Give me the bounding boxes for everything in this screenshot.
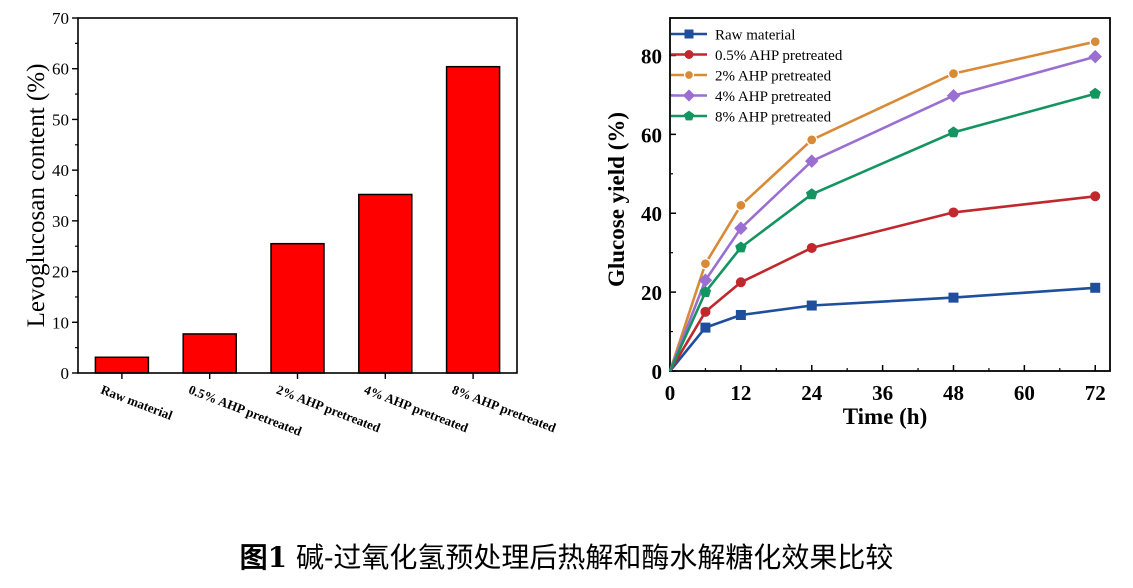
legend: Raw material 0.5% AHP pretreated 2% AHP pr… bbox=[671, 28, 843, 126]
legend-marker-4 bbox=[683, 110, 695, 121]
x-tick-label: 12 bbox=[730, 381, 751, 405]
data-point-0-2 bbox=[735, 309, 746, 320]
data-point-2-3 bbox=[806, 134, 818, 146]
series-1 bbox=[668, 191, 1101, 372]
data-point-3-2 bbox=[734, 221, 748, 235]
figure-caption: 图1 碱-过氧化氢预处理后热解和酶水解糖化效果比较 bbox=[0, 536, 1133, 576]
y-tick-label: 0 bbox=[652, 360, 663, 384]
legend-label-2: 2% AHP pretreated bbox=[715, 69, 832, 85]
y-tick-label: 70 bbox=[52, 9, 69, 28]
data-point-3-4 bbox=[946, 88, 961, 103]
data-point-2-5 bbox=[1089, 36, 1101, 48]
data-point-2-1 bbox=[699, 258, 712, 270]
bar-2 bbox=[270, 242, 325, 374]
y-axis-label: Glucose yield (%) bbox=[604, 112, 629, 287]
data-point-4-5 bbox=[1089, 87, 1101, 99]
x-axis-label: Time (h) bbox=[843, 404, 928, 429]
series-line-0 bbox=[668, 286, 1096, 372]
data-point-0-1 bbox=[700, 322, 711, 333]
data-point-2-4 bbox=[947, 67, 960, 80]
x-tick-label: 60 bbox=[1014, 381, 1035, 405]
bar-3 bbox=[358, 193, 413, 374]
x-tick-label: 24 bbox=[801, 381, 823, 405]
data-point-1-2 bbox=[735, 277, 746, 288]
data-point-1-5 bbox=[1090, 191, 1101, 202]
series-line-1 bbox=[668, 195, 1096, 372]
series-4 bbox=[668, 87, 1101, 372]
bar-0 bbox=[94, 356, 150, 374]
data-point-3-3 bbox=[804, 154, 819, 168]
series-line-2 bbox=[668, 40, 1096, 372]
y-tick-label: 80 bbox=[641, 44, 662, 68]
y-tick-label: 0 bbox=[61, 364, 70, 383]
data-point-0-5 bbox=[1090, 282, 1101, 293]
data-point-2-2 bbox=[735, 199, 747, 211]
y-tick-label: 10 bbox=[52, 313, 69, 332]
data-point-3-1 bbox=[698, 273, 713, 288]
series-3 bbox=[668, 49, 1102, 372]
y-axis-label: Levoglucosan content (%) bbox=[23, 64, 50, 328]
legend-marker-2 bbox=[683, 69, 695, 81]
data-point-1-1 bbox=[700, 306, 711, 317]
legend-label-1: 0.5% AHP pretreated bbox=[715, 48, 843, 64]
caption-text: 碱-过氧化氢预处理后热解和酶水解糖化效果比较 bbox=[287, 541, 894, 574]
y-tick-label: 60 bbox=[52, 60, 69, 79]
data-point-3-5 bbox=[1088, 49, 1102, 64]
series-line-4 bbox=[668, 92, 1096, 372]
series-0 bbox=[668, 282, 1101, 372]
data-point-1-3 bbox=[806, 242, 817, 253]
data-point-1-4 bbox=[948, 207, 959, 218]
data-point-4-4 bbox=[947, 126, 960, 138]
bar-4 bbox=[445, 65, 501, 374]
series-line-3 bbox=[668, 55, 1096, 372]
legend-marker-0 bbox=[684, 29, 694, 39]
data-point-0-3 bbox=[806, 300, 817, 311]
data-point-4-3 bbox=[806, 188, 818, 200]
y-tick-label: 30 bbox=[52, 212, 69, 231]
x-tick-label-0: Raw material bbox=[99, 382, 175, 423]
caption-label: 图1 bbox=[239, 541, 288, 574]
y-tick-label: 20 bbox=[52, 263, 69, 282]
legend-marker-3 bbox=[682, 89, 696, 102]
y-tick-label: 40 bbox=[641, 202, 662, 226]
x-tick-label: 36 bbox=[872, 381, 893, 405]
legend-label-3: 4% AHP pretreated bbox=[715, 89, 832, 105]
x-tick-label: 0 bbox=[665, 381, 676, 405]
y-tick-label: 40 bbox=[52, 161, 69, 180]
plot-frame bbox=[669, 17, 1111, 372]
bar-1 bbox=[182, 333, 237, 374]
y-tick-label: 60 bbox=[641, 123, 662, 147]
data-point-4-1 bbox=[699, 286, 712, 297]
data-point-0-4 bbox=[948, 292, 959, 303]
legend-label-4: 8% AHP pretreated bbox=[715, 110, 832, 126]
y-tick-label: 50 bbox=[52, 110, 69, 129]
x-tick-label: 48 bbox=[943, 381, 964, 405]
y-tick-label: 20 bbox=[641, 281, 662, 305]
data-point-4-2 bbox=[735, 241, 747, 253]
x-tick-label: 72 bbox=[1085, 381, 1106, 405]
legend-label-0: Raw material bbox=[715, 28, 795, 44]
series-2 bbox=[668, 36, 1101, 372]
glucose-yield-line-chart: 0 12 24 36 48 60 72 0 20 40 60 80 Raw material 0.5% A… bbox=[604, 17, 1111, 429]
legend-marker-1 bbox=[684, 50, 694, 59]
